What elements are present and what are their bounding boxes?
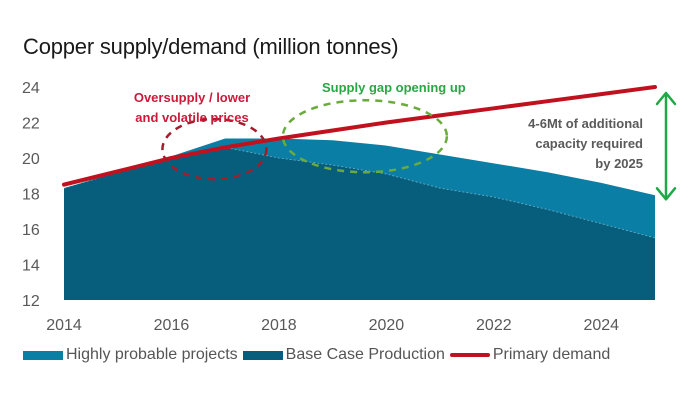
- y-tick-label: 22: [22, 116, 40, 133]
- legend-label-base-case: Base Case Production: [285, 346, 445, 363]
- legend-swatch-highly-probable: [23, 350, 63, 360]
- y-tick-label: 24: [22, 80, 40, 97]
- legend-item-primary-demand: Primary demand: [449, 346, 611, 364]
- arrow-up-icon: [655, 91, 677, 106]
- x-tick-label: 2024: [583, 317, 619, 334]
- arrow-down-icon: [655, 187, 677, 201]
- x-tick-label: 2022: [476, 317, 512, 334]
- legend-item-highly-probable: Highly probable projects: [23, 346, 238, 364]
- x-tick-label: 2020: [369, 317, 405, 334]
- y-tick-label: 12: [22, 293, 40, 310]
- legend-item-base-case: Base Case Production: [242, 346, 445, 364]
- y-tick-label: 20: [22, 151, 40, 168]
- supply-gap-label: Supply gap opening up: [322, 80, 466, 95]
- lines-layer: [62, 85, 657, 187]
- x-tick-label: 2014: [46, 317, 82, 334]
- capacity-label: capacity required: [535, 136, 643, 151]
- y-tick-label: 16: [22, 222, 40, 239]
- oversupply-label: Oversupply / lower: [134, 90, 250, 105]
- legend-swatch-base-case: [242, 350, 283, 360]
- oversupply-label: and volatile prices: [135, 110, 248, 125]
- chart-title: Copper supply/demand (million tonnes): [23, 34, 399, 59]
- annotations-layer: Oversupply / lower and volatile prices Sup…: [134, 80, 677, 201]
- x-tick-label: 2016: [154, 317, 190, 334]
- legend: Highly probable projects Base Case Produ…: [23, 346, 615, 364]
- legend-swatch-primary-demand: [449, 353, 490, 357]
- y-tick-label: 18: [22, 187, 40, 204]
- oversupply-ellipse: [161, 117, 268, 181]
- capacity-label: by 2025: [595, 156, 643, 171]
- legend-label-highly-probable: Highly probable projects: [66, 346, 238, 363]
- base-case-boundary: [63, 146, 656, 239]
- capacity-label: 4-6Mt of additional: [528, 116, 643, 131]
- legend-label-primary-demand: Primary demand: [492, 346, 611, 363]
- supply-gap-ellipse: [281, 99, 449, 174]
- area-base-case-production: [64, 147, 655, 300]
- x-axis-ticks: 2014 2016 2018 2020 2022 2024: [46, 317, 619, 334]
- x-tick-label: 2018: [261, 317, 297, 334]
- line-primary-demand: [62, 85, 657, 187]
- y-axis-ticks: 24 22 20 18 16 14 12: [22, 80, 40, 310]
- y-tick-label: 14: [22, 258, 40, 275]
